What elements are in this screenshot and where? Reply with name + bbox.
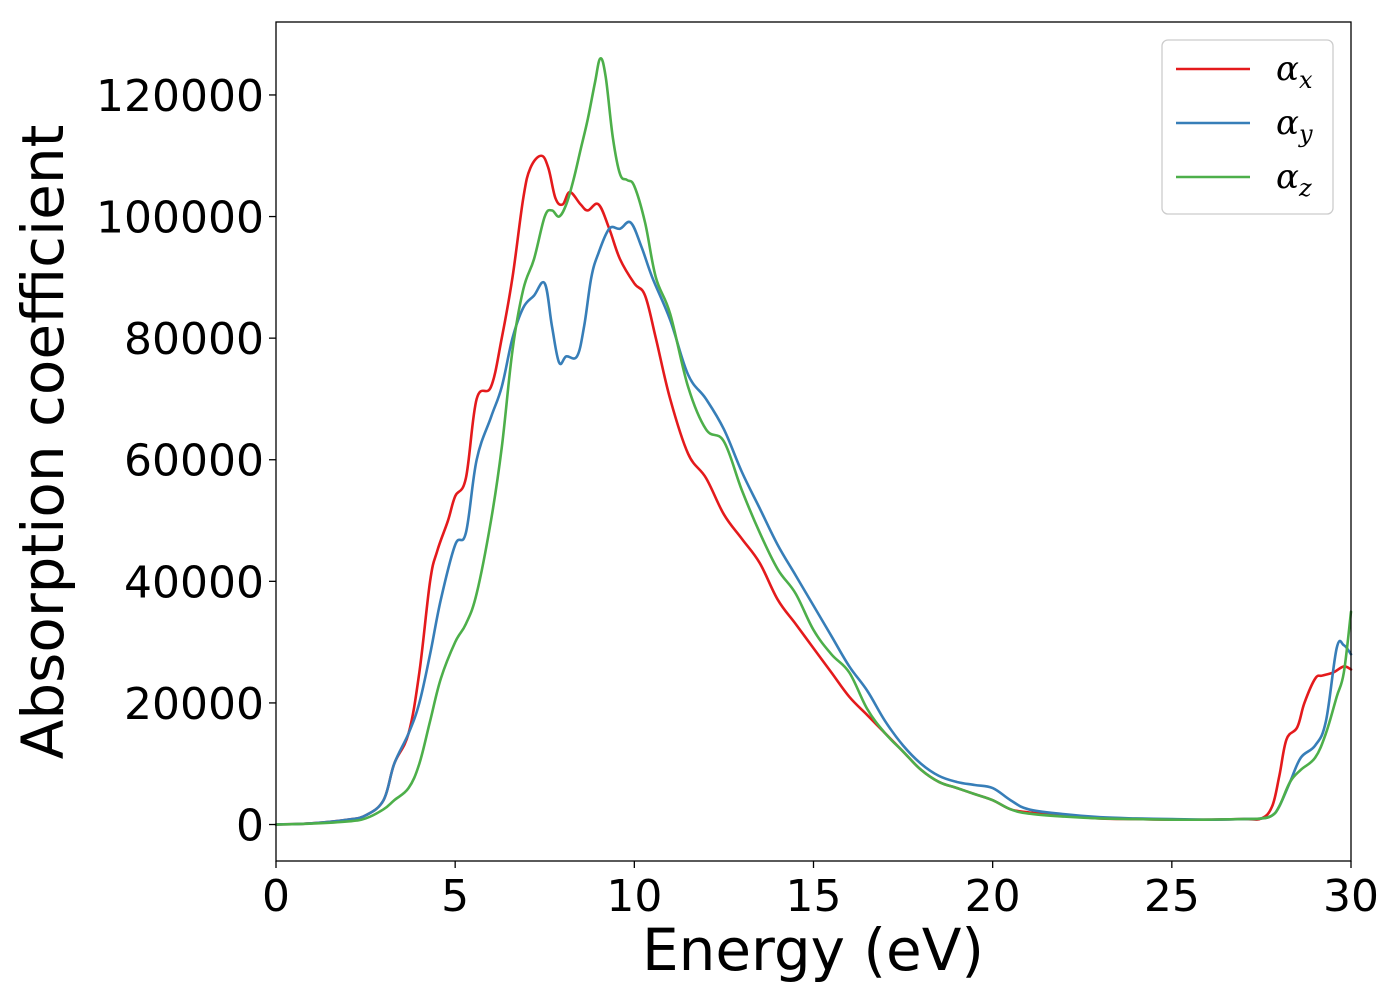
legend-label-x: αx bbox=[1276, 49, 1313, 94]
legend-box bbox=[1161, 39, 1334, 215]
y-tick-label: 40000 bbox=[124, 557, 264, 608]
x-tick-label: 15 bbox=[786, 871, 842, 922]
legend-entry-z: αz bbox=[1176, 157, 1312, 202]
y-tick-label: 120000 bbox=[96, 71, 264, 122]
x-tick-label: 30 bbox=[1323, 871, 1379, 922]
x-tick-label: 25 bbox=[1144, 871, 1200, 922]
legend-label-z: αz bbox=[1276, 157, 1312, 202]
x-axis: 0 5 10 15 20 25 30 bbox=[262, 861, 1379, 922]
x-tick-label: 10 bbox=[606, 871, 662, 922]
y-tick-label: 100000 bbox=[96, 193, 264, 244]
legend-entry-y: αy bbox=[1176, 103, 1313, 148]
y-tick-label: 60000 bbox=[124, 436, 264, 487]
x-axis-title: Energy (eV) bbox=[642, 916, 984, 984]
series-line-y bbox=[274, 220, 1353, 826]
x-tick-label: 0 bbox=[262, 871, 290, 922]
plot-series bbox=[274, 57, 1353, 826]
legend-label-y: αy bbox=[1276, 103, 1313, 148]
legend-entry-x: αx bbox=[1176, 49, 1313, 94]
y-axis-title: Absorption coefficient bbox=[9, 125, 77, 760]
y-axis: 0 20000 40000 60000 80000 100000 120000 bbox=[96, 71, 276, 852]
y-tick-label: 20000 bbox=[124, 679, 264, 730]
legend: αx αy αz bbox=[1161, 39, 1334, 215]
series-line-x bbox=[274, 154, 1353, 826]
y-tick-label: 80000 bbox=[124, 314, 264, 365]
y-tick-label: 0 bbox=[236, 801, 264, 852]
legend-entries: αx αy αz bbox=[1176, 49, 1313, 202]
series-line-z bbox=[274, 57, 1353, 826]
x-tick-label: 20 bbox=[965, 871, 1021, 922]
x-tick-label: 5 bbox=[441, 871, 469, 922]
